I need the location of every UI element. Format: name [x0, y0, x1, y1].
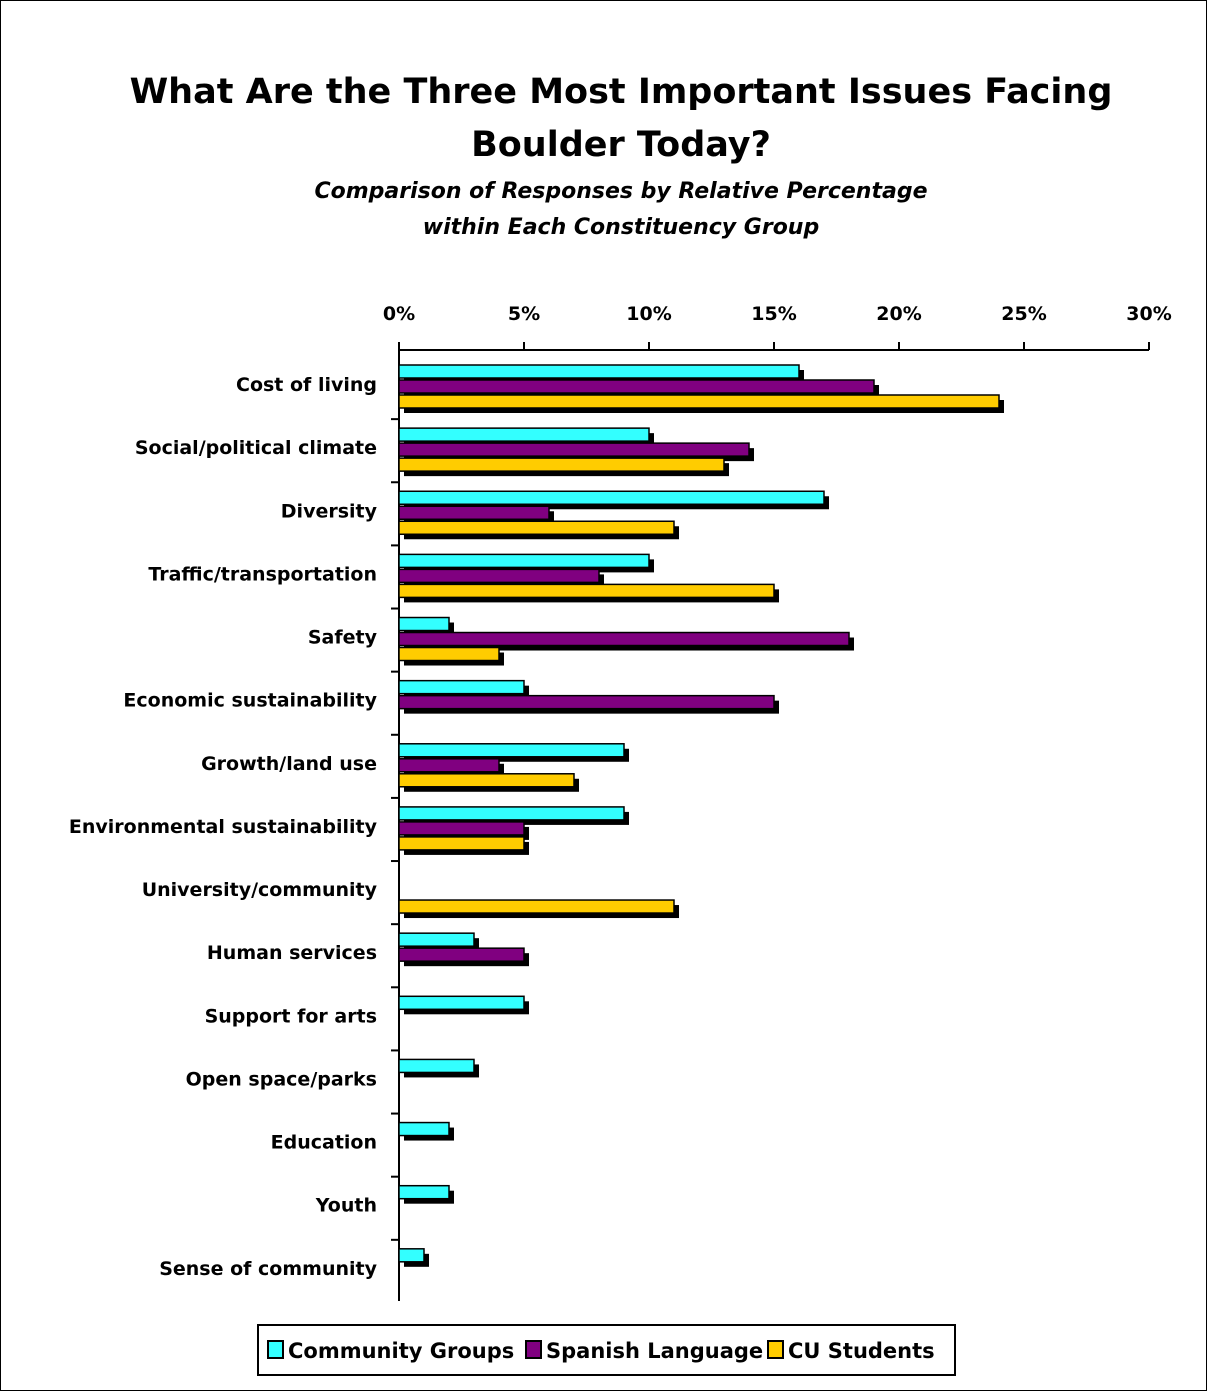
category-label: Safety — [308, 627, 378, 649]
category-label: Cost of living — [236, 374, 377, 396]
x-tick-label: 30% — [1126, 303, 1171, 325]
category-label: Open space/parks — [186, 1068, 377, 1090]
x-tick-label: 15% — [751, 303, 796, 325]
bar-community-groups-environmental-sustainability — [398, 806, 625, 821]
category-label: Youth — [315, 1195, 377, 1217]
category-label: Education — [271, 1132, 377, 1154]
bar-spanish-language-economic-sustainability — [398, 694, 775, 710]
x-tick-label: 5% — [508, 303, 540, 325]
category-label: Environmental sustainability — [69, 816, 378, 838]
category-label: Diversity — [281, 500, 378, 522]
bar-spanish-language-social-political-climate — [398, 442, 750, 457]
category-label: Support for arts — [205, 1005, 377, 1027]
legend-label-cu-students: CU Students — [788, 1339, 935, 1363]
bar-spanish-language-diversity — [398, 505, 550, 521]
category-label: Sense of community — [159, 1258, 377, 1280]
legend-label-community-groups: Community Groups — [288, 1339, 514, 1363]
legend-label-spanish-language: Spanish Language — [546, 1339, 763, 1363]
chart-subtitle-line-2: within Each Constituency Group — [423, 215, 819, 240]
bar-spanish-language-traffic-transportation — [398, 568, 600, 584]
category-label: Growth/land use — [201, 753, 377, 775]
bar-community-groups-open-space-parks — [398, 1058, 475, 1074]
chart-title-line-2: Boulder Today? — [471, 125, 771, 165]
x-tick-label: 10% — [626, 303, 671, 325]
category-label: Human services — [207, 942, 377, 964]
legend-swatch-spanish-language — [525, 1340, 542, 1359]
chart-title-line-1: What Are the Three Most Important Issues… — [130, 72, 1113, 112]
category-label: University/community — [142, 879, 378, 901]
chart-subtitle-line-1: Comparison of Responses by Relative Perc… — [314, 179, 927, 204]
bar-community-groups-support-for-arts — [398, 995, 525, 1011]
x-tick-label: 25% — [1001, 303, 1046, 325]
bar-cu-students-social-political-climate — [398, 457, 725, 472]
bar-community-groups-diversity — [398, 490, 825, 506]
bar-cu-students-growth-land-use — [398, 773, 575, 788]
bar-spanish-language-growth-land-use — [398, 758, 500, 773]
bar-cu-students-safety — [398, 646, 500, 662]
category-label: Traffic/transportation — [148, 563, 377, 585]
legend-swatch-community-groups — [267, 1340, 284, 1359]
bar-community-groups-safety — [398, 616, 450, 632]
bar-community-groups-human-services — [398, 932, 475, 947]
bars-layer — [398, 364, 1004, 1267]
category-label: Economic sustainability — [123, 690, 377, 712]
bar-community-groups-social-political-climate — [398, 427, 650, 442]
bar-spanish-language-human-services — [398, 947, 525, 962]
bar-spanish-language-environmental-sustainability — [398, 821, 525, 836]
bar-cu-students-cost-of-living — [398, 394, 1000, 409]
x-tick-label: 20% — [876, 303, 921, 325]
bar-community-groups-economic-sustainability — [398, 679, 525, 695]
axis-layer: 0% 5% 10% 15% 20% 25% 30% Cost of living Social/… — [69, 303, 1172, 1301]
legend: Community Groups Spanish Language CU Stude… — [257, 1324, 956, 1376]
legend-swatch-cu-students — [767, 1340, 784, 1359]
bar-cu-students-environmental-sustainability — [398, 836, 525, 851]
bar-cu-students-traffic-transportation — [398, 583, 775, 599]
bar-community-groups-traffic-transportation — [398, 553, 650, 569]
bar-community-groups-growth-land-use — [398, 743, 625, 758]
bar-community-groups-sense-of-community — [398, 1248, 425, 1263]
legend-box — [257, 1324, 956, 1376]
bar-spanish-language-safety — [398, 631, 850, 647]
bar-cu-students-university-community — [398, 899, 675, 914]
x-tick-label: 0% — [383, 303, 415, 325]
bar-cu-students-diversity — [398, 520, 675, 536]
bar-community-groups-cost-of-living — [398, 364, 800, 379]
bar-community-groups-youth — [398, 1184, 450, 1200]
bar-community-groups-education — [398, 1121, 450, 1137]
category-label: Social/political climate — [135, 437, 377, 459]
bar-spanish-language-cost-of-living — [398, 379, 875, 394]
